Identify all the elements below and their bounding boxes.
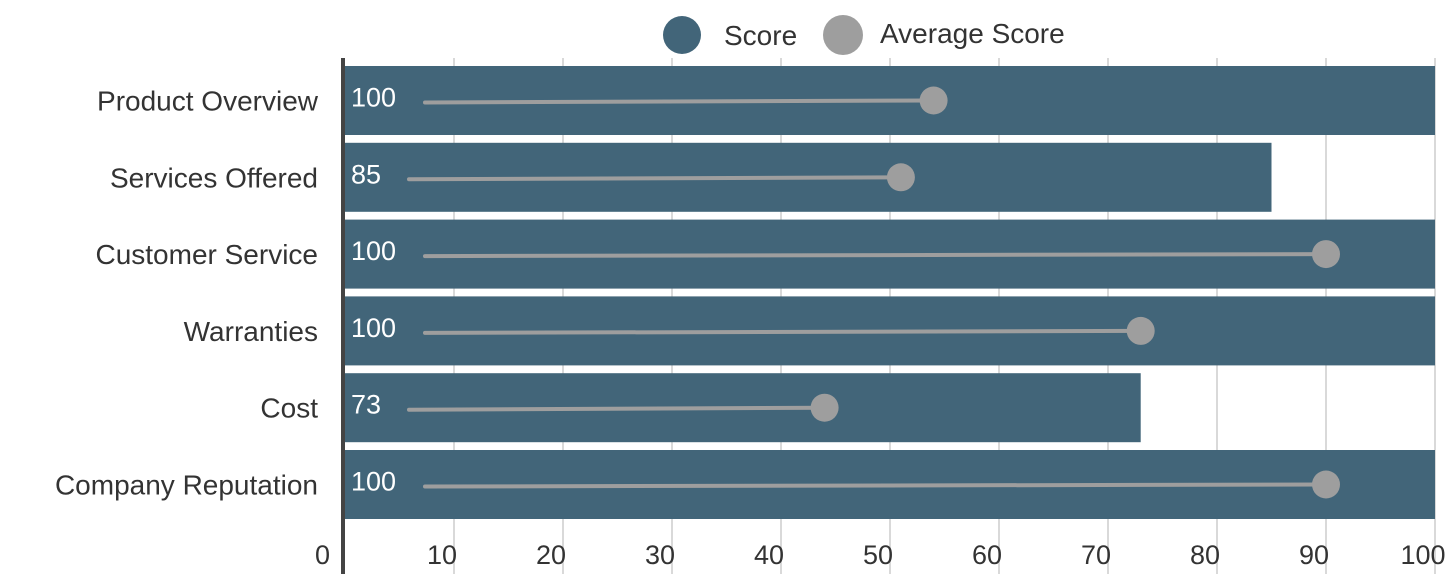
average-dot-cost: [810, 393, 839, 422]
x-tick-label: 70: [1081, 540, 1111, 570]
x-tick-label: 30: [645, 540, 675, 570]
x-tick-label: 10: [427, 540, 457, 570]
x-tick-label: 100: [1400, 540, 1445, 570]
average-dot-company-reputation: [1312, 470, 1340, 499]
average-line-warranties: [423, 328, 1143, 335]
category-label-company-reputation: Company Reputation: [55, 470, 318, 501]
average-dot-customer-service: [1312, 240, 1340, 269]
x-tick-label: 60: [972, 540, 1002, 570]
average-line-product-overview: [423, 98, 936, 105]
average-line-services-offered: [407, 175, 903, 182]
data-label-company-reputation: 100: [351, 467, 396, 497]
average-line-customer-service: [423, 252, 1328, 259]
data-label-warranties: 100: [351, 313, 396, 343]
data-label-product-overview: 100: [351, 83, 396, 113]
average-dot-warranties: [1126, 316, 1155, 345]
category-label-warranties: Warranties: [184, 316, 318, 347]
average-dot-product-overview: [919, 86, 948, 115]
x-tick-label: 0: [315, 540, 330, 570]
average-markers: [407, 86, 1340, 499]
category-label-product-overview: Product Overview: [97, 86, 319, 117]
x-tick-label: 80: [1190, 540, 1220, 570]
x-tick-label: 50: [863, 540, 893, 570]
average-line-cost: [407, 405, 827, 412]
labels: 0 10 20 30 40 50 60 70 80 90 100 100 Product Overvie…: [55, 83, 1446, 571]
legend-marker-score: [663, 16, 701, 54]
average-dot-services-offered: [886, 163, 915, 192]
legend: Score Average Score: [663, 15, 1065, 55]
x-tick-label: 90: [1299, 540, 1329, 570]
category-label-customer-service: Customer Service: [95, 239, 318, 270]
category-label-services-offered: Services Offered: [110, 162, 318, 193]
category-label-cost: Cost: [260, 393, 318, 424]
legend-label-score: Score: [724, 20, 797, 51]
data-label-services-offered: 85: [351, 159, 381, 189]
legend-label-average-score: Average Score: [880, 18, 1065, 49]
data-label-customer-service: 100: [351, 236, 396, 266]
data-label-cost: 73: [351, 390, 381, 420]
average-line-company-reputation: [423, 482, 1328, 489]
legend-marker-average-score: [823, 15, 863, 55]
x-tick-label: 20: [536, 540, 566, 570]
x-tick-label: 40: [754, 540, 784, 570]
